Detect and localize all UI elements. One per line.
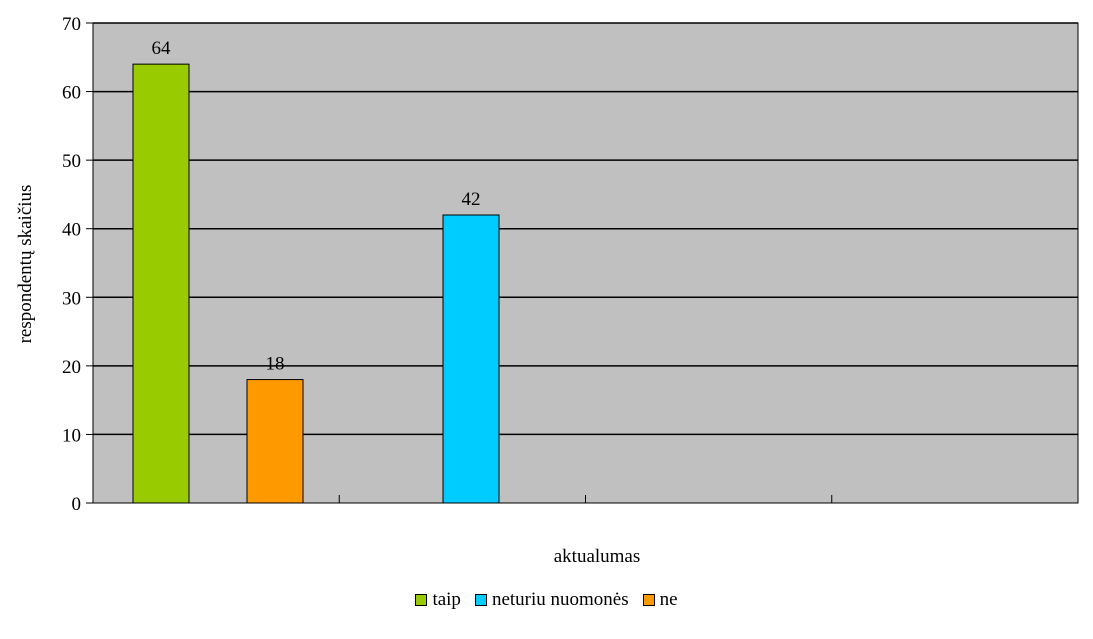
y-tick-label-10: 10	[62, 425, 81, 446]
y-tick-label-30: 30	[62, 288, 81, 309]
legend-item-ne: ne	[642, 589, 678, 611]
bars	[132, 63, 500, 504]
y-tick-label-60: 60	[62, 83, 81, 104]
data-label-taip: 64	[152, 38, 172, 59]
x-axis-title: aktualumas	[554, 546, 641, 567]
y-tick-label-70: 70	[62, 14, 81, 35]
legend-label-neturiu-nuomones: neturiu nuomonės	[491, 589, 629, 610]
y-axis-title: respondentų skaičius	[15, 185, 36, 344]
y-tick-label-20: 20	[62, 357, 81, 378]
legend-item-taip: taip	[415, 589, 461, 611]
y-tick-label-50: 50	[62, 151, 81, 172]
legend-item-neturiu-nuomones: neturiu nuomonės	[474, 589, 629, 611]
y-tick-label-40: 40	[62, 220, 81, 241]
data-label-ne: 18	[266, 354, 285, 375]
legend-swatch-ne	[642, 594, 655, 606]
bar-taip	[132, 63, 190, 504]
y-tick-label-0: 0	[72, 494, 82, 515]
legend-label-taip: taip	[432, 589, 461, 610]
x-axis-ticks	[338, 495, 833, 503]
y-axis-ticks: 0 10 20 30 40 50 60 70	[62, 14, 93, 515]
legend-swatch-neturiu-nuomones	[474, 594, 487, 606]
gridlines	[93, 22, 1078, 436]
bar-ne	[246, 379, 304, 504]
data-labels: 64 18 42	[152, 38, 481, 374]
legend: taip neturiu nuomonės ne	[0, 589, 1093, 611]
legend-swatch-taip	[415, 594, 428, 606]
bar-neturiu-nuomon-s	[442, 214, 500, 504]
plot-area-background	[92, 22, 1079, 504]
legend-label-ne: ne	[659, 589, 678, 610]
data-label-neturiu-nuomon-s: 42	[462, 189, 481, 210]
